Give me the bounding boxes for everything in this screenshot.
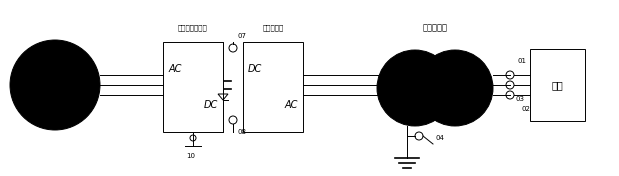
Text: 03: 03 (516, 96, 525, 102)
Text: DC: DC (204, 100, 218, 110)
Text: AC: AC (284, 100, 298, 110)
Text: 02: 02 (522, 106, 531, 112)
Circle shape (10, 40, 100, 130)
Text: 08: 08 (238, 129, 247, 135)
Text: 电网: 电网 (552, 80, 563, 90)
Circle shape (377, 50, 453, 126)
Circle shape (417, 50, 493, 126)
Text: 04: 04 (435, 135, 444, 141)
Text: 升压变压器: 升压变压器 (423, 24, 448, 33)
Text: 永磁机俧变流器: 永磁机俧变流器 (178, 25, 208, 31)
Bar (243, 42, 303, 132)
Text: AC: AC (168, 64, 182, 74)
Text: 永磁風力: 永磁風力 (44, 71, 66, 80)
Bar (530, 49, 585, 121)
Text: 07: 07 (238, 33, 247, 39)
Text: 10: 10 (186, 153, 196, 159)
Bar (163, 42, 223, 132)
Text: 发电机: 发电机 (47, 90, 63, 99)
Text: 01: 01 (518, 58, 527, 64)
Text: 网俧变流器: 网俧变流器 (262, 25, 284, 31)
Text: DC: DC (248, 64, 262, 74)
